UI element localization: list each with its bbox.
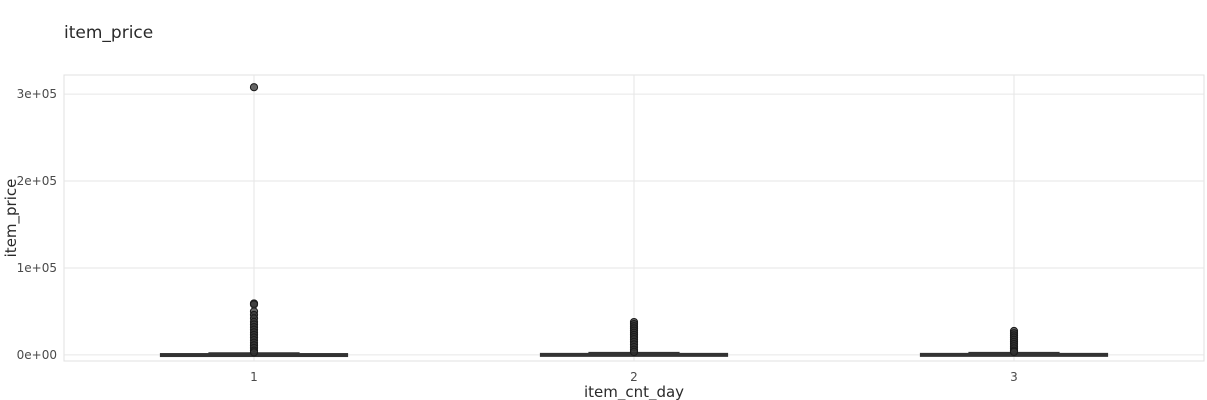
y-tick-label: 0e+00 <box>17 348 57 362</box>
y-axis-ticks: 0e+00 1e+05 2e+05 3e+05 <box>17 87 57 362</box>
box-series <box>159 83 1109 358</box>
box-group <box>159 83 349 358</box>
x-axis-label: item_cnt_day <box>584 383 684 400</box>
x-tick-label: 2 <box>630 370 638 384</box>
y-tick-label: 1e+05 <box>17 261 57 275</box>
outlier-point <box>249 83 259 92</box>
chart-title: item_price <box>64 23 153 43</box>
x-tick-label: 1 <box>250 370 258 384</box>
box-group <box>539 317 729 357</box>
x-tick-label: 3 <box>1010 370 1018 384</box>
outlier-point <box>629 347 639 356</box>
x-axis-ticks: 1 2 3 <box>250 370 1018 384</box>
outlier-point <box>249 300 259 309</box>
outlier-point <box>1009 347 1019 356</box>
y-tick-label: 3e+05 <box>17 87 57 101</box>
y-axis-label: item_price <box>2 179 21 258</box>
box-group <box>919 326 1109 357</box>
y-tick-label: 2e+05 <box>17 174 57 188</box>
outlier-point <box>249 348 259 357</box>
